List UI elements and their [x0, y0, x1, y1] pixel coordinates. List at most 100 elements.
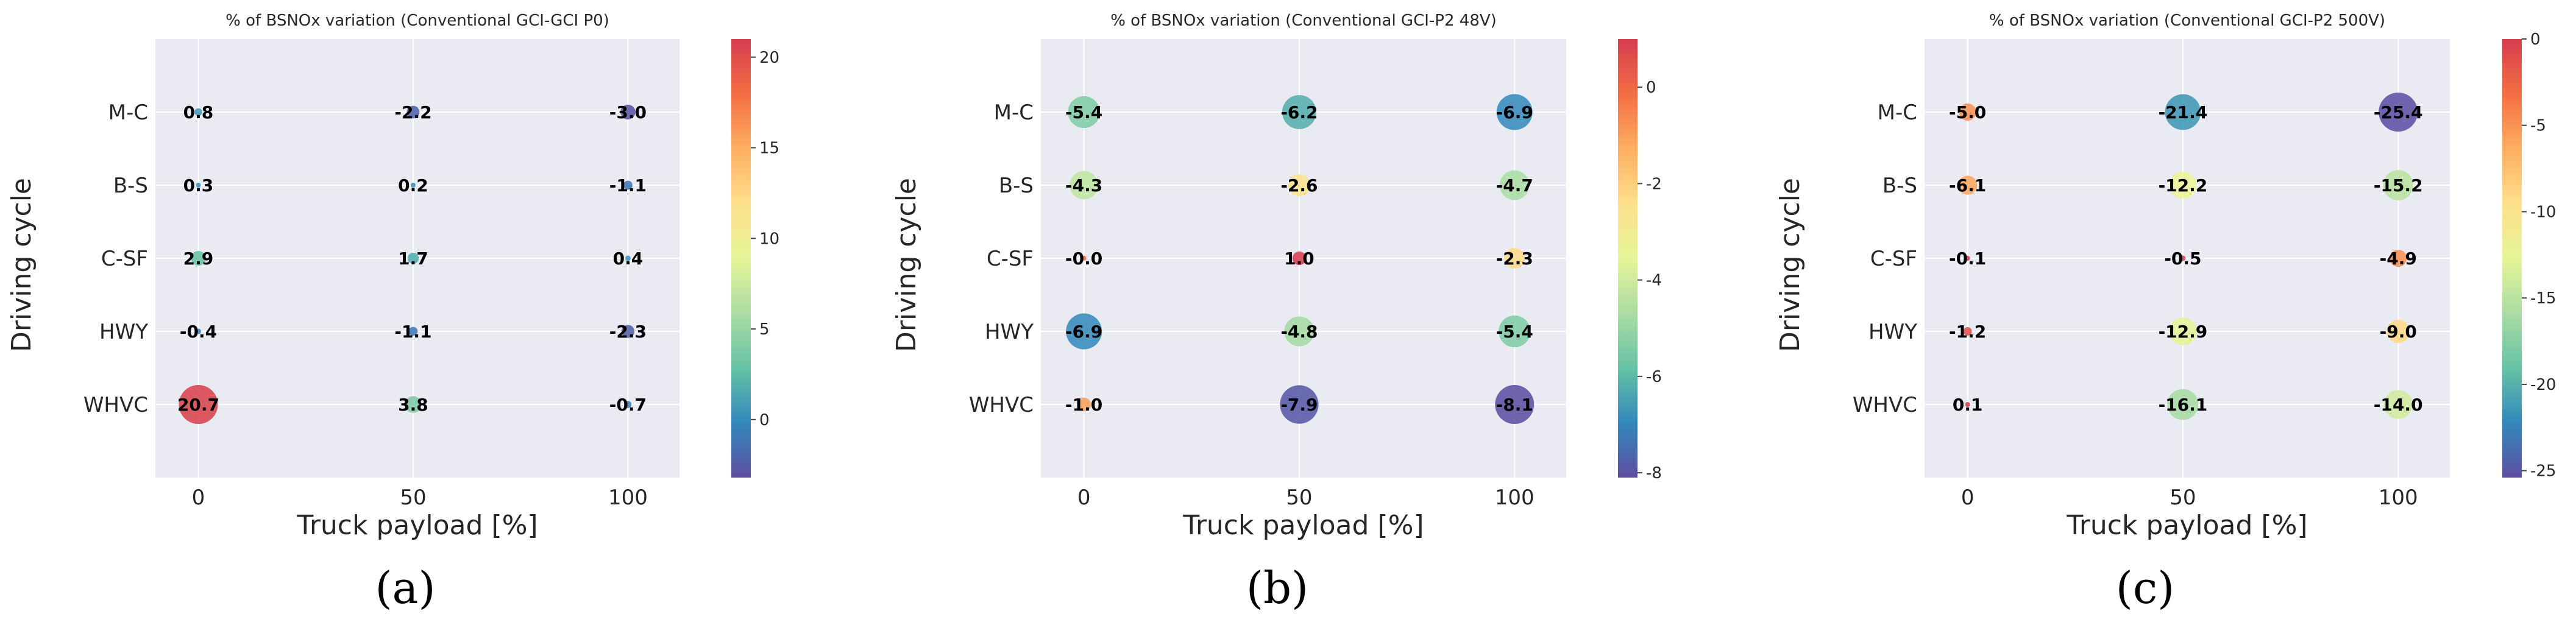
data-point [410, 183, 416, 188]
data-point [406, 105, 420, 119]
data-label: -16.1 [2159, 395, 2208, 415]
data-label: 0.1 [1953, 395, 1983, 415]
data-point [194, 108, 202, 116]
data-point [2169, 171, 2197, 199]
x-tick-label: 100 [2379, 486, 2418, 510]
data-point [1280, 385, 1319, 424]
figure-caption: (b) [1246, 562, 1308, 613]
data-label: 0.8 [183, 102, 214, 122]
data-label: -0.4 [180, 322, 217, 342]
data-label: -1.1 [394, 322, 431, 342]
data-label: -25.4 [2374, 102, 2423, 122]
x-tick-label: 0 [1961, 486, 1975, 510]
y-tick-label: C-SF [987, 247, 1034, 271]
data-point [1965, 256, 1970, 261]
data-point [2383, 170, 2413, 200]
chart-title: % of BSNOx variation (Conventional GCI-G… [225, 12, 609, 30]
data-label: 0.2 [398, 175, 428, 196]
chart-panel-c: 0 50 100 M-C B-S C-SF HWY WHVC -5.0 -21.4 -25.4 -6.… [1775, 12, 2556, 613]
data-point [191, 251, 206, 266]
x-tick-label: 50 [1286, 486, 1312, 510]
data-point [624, 401, 632, 408]
y-tick-label: B-S [1882, 174, 1917, 198]
data-point [1504, 247, 1525, 269]
data-label: 0.4 [613, 249, 644, 269]
data-point [1292, 251, 1307, 266]
data-point [620, 104, 636, 120]
colorbar-tick-label: -25 [2530, 462, 2556, 481]
data-point [1068, 96, 1100, 129]
x-tick-label: 100 [608, 486, 648, 510]
data-point [1284, 316, 1315, 347]
data-point [1965, 402, 1970, 407]
data-label: -4.3 [1065, 175, 1102, 196]
data-point [1499, 170, 1530, 200]
data-label: -3.0 [609, 102, 647, 122]
data-point [1499, 315, 1531, 348]
colorbar [731, 39, 751, 478]
data-label: 0.3 [183, 175, 214, 196]
x-axis-label: Truck payload [%] [2066, 510, 2307, 541]
x-tick-label: 50 [2170, 486, 2196, 510]
data-label: -0.7 [609, 395, 647, 415]
data-label: -9.0 [2380, 322, 2417, 342]
x-axis-label: Truck payload [%] [1182, 510, 1424, 541]
data-label: -1.1 [609, 175, 647, 196]
data-label: -4.9 [2380, 249, 2417, 269]
plot-area: 0 50 100 M-C B-S C-SF HWY WHVC -5.4 -6.2 -6.9 -4.3 -… [969, 39, 1662, 510]
data-point [196, 183, 201, 188]
data-label: -14.0 [2374, 395, 2423, 415]
data-label: -0.1 [1949, 249, 1986, 269]
y-tick-label: WHVC [83, 393, 148, 417]
data-label: -8.1 [1496, 395, 1533, 415]
data-label: -6.9 [1496, 102, 1533, 122]
chart-panel-b: 0 50 100 M-C B-S C-SF HWY WHVC -5.4 -6.2 -6.9 -4.3 -… [891, 12, 1662, 613]
colorbar-tick-label: -10 [2530, 203, 2556, 221]
data-label: -2.6 [1280, 175, 1318, 196]
data-point [2390, 249, 2407, 267]
x-tick-label: 0 [1077, 486, 1091, 510]
x-tick-label: 0 [192, 486, 205, 510]
data-label: -1.2 [1949, 322, 1986, 342]
data-label: -6.9 [1065, 322, 1102, 342]
figure-caption: (a) [375, 562, 435, 613]
colorbar-tick-label: -4 [1646, 272, 1662, 290]
data-point [1077, 397, 1091, 412]
data-label: 1.0 [1284, 249, 1315, 269]
colorbar-tick-label: -20 [2530, 376, 2556, 394]
colorbar [1618, 39, 1637, 478]
y-tick-label: B-S [113, 174, 148, 198]
figure-caption: (c) [2116, 562, 2175, 613]
colorbar-tick-label: -8 [1646, 464, 1662, 482]
chart-title: % of BSNOx variation (Conventional GCI-P… [1989, 12, 2385, 30]
y-axis-label: Driving cycle [891, 178, 922, 352]
colorbar-tick-label: 0 [2530, 30, 2541, 49]
y-tick-label: HWY [985, 320, 1034, 344]
data-label: -21.4 [2159, 102, 2208, 122]
colorbar-tick-label: 10 [759, 230, 779, 248]
y-tick-label: C-SF [101, 247, 148, 271]
data-point [1495, 385, 1535, 424]
data-point [2169, 317, 2197, 345]
data-point [1070, 171, 1098, 200]
y-axis-label: Driving cycle [1775, 178, 1806, 352]
data-label: -2.3 [609, 322, 647, 342]
colorbar-tick-label: 0 [1646, 79, 1656, 97]
y-tick-label: M-C [108, 101, 148, 125]
data-label: -1.0 [1065, 395, 1102, 415]
data-label: -4.8 [1280, 322, 1318, 342]
data-point [1959, 103, 1976, 121]
data-point [2180, 255, 2186, 261]
data-label: 3.8 [398, 395, 428, 415]
data-label: -12.2 [2159, 175, 2208, 196]
data-point [1081, 256, 1087, 261]
colorbar-tick-label: 20 [759, 49, 779, 67]
data-label: 20.7 [177, 395, 219, 415]
colorbar-tick-label: 0 [759, 411, 770, 429]
chart-title: % of BSNOx variation (Conventional GCI-P… [1110, 12, 1497, 30]
data-label: -7.9 [1280, 395, 1318, 415]
data-point [2386, 319, 2410, 344]
x-tick-label: 50 [400, 486, 426, 510]
